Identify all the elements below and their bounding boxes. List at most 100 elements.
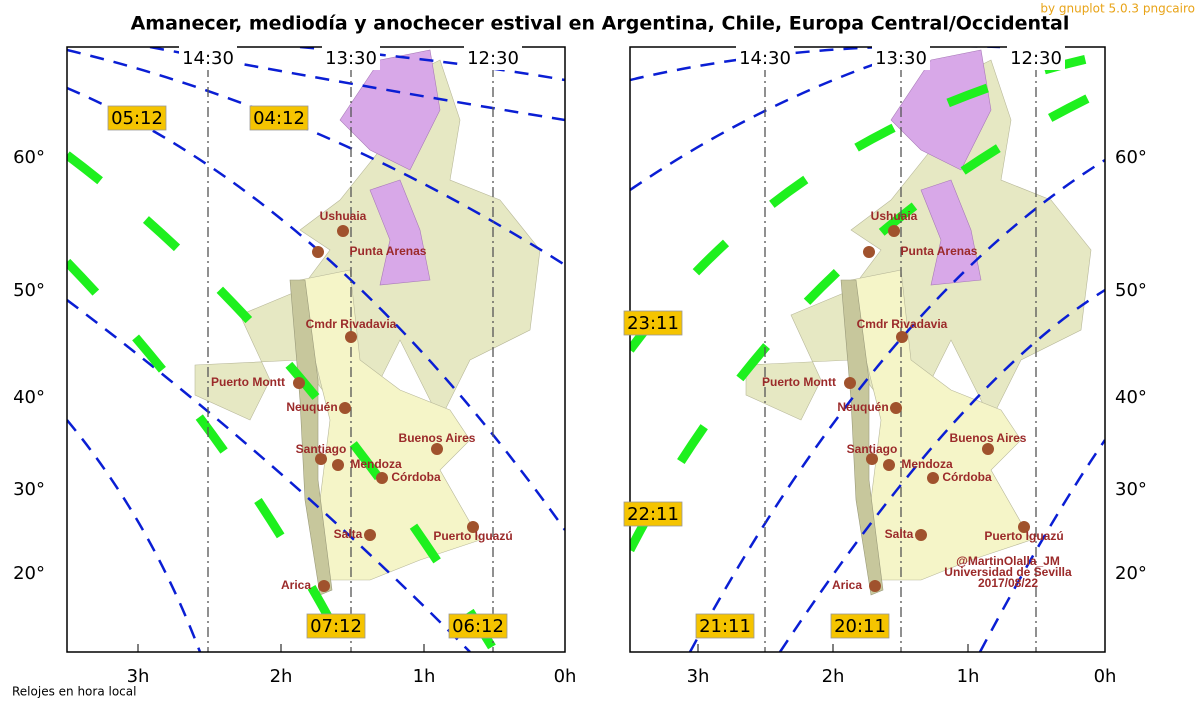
footer: Relojes en hora local bbox=[12, 685, 136, 699]
x-tick-label: 0h bbox=[1094, 666, 1117, 687]
x-tick-label: 3h bbox=[127, 666, 150, 687]
clock-box bbox=[1007, 46, 1065, 70]
city-dot bbox=[337, 225, 349, 237]
x-tick-label: 3h bbox=[687, 666, 710, 687]
time-box bbox=[623, 501, 683, 527]
blue-dashed-curve bbox=[149, 47, 565, 122]
time-label: 23:11 bbox=[627, 313, 679, 334]
city-label: Puerto Montt bbox=[762, 375, 836, 389]
blue-dashed-curve bbox=[688, 158, 1105, 652]
note: @MartinOlalla_JM bbox=[956, 554, 1060, 568]
panel: 14:30 13:30 12:30 3h 2h 1h 0h 60° 50° 40° 30° 20° 05… bbox=[13, 46, 576, 687]
city-dot bbox=[339, 402, 351, 414]
time-box bbox=[107, 105, 167, 131]
clock-label: 14:30 bbox=[739, 48, 791, 69]
city-dot bbox=[844, 377, 856, 389]
city-dot bbox=[890, 402, 902, 414]
plot-frame bbox=[629, 46, 1106, 653]
blue-dashed-curve bbox=[630, 47, 931, 192]
city-dot bbox=[345, 331, 357, 343]
clock-box bbox=[464, 46, 522, 70]
clock-box bbox=[872, 46, 930, 70]
time-box bbox=[448, 613, 508, 639]
green-dashed-curve bbox=[67, 258, 334, 623]
city-dot bbox=[467, 521, 479, 533]
blue-dashed-curve bbox=[978, 439, 1105, 652]
britain bbox=[920, 179, 982, 286]
plot-area bbox=[630, 47, 1105, 652]
city-dot bbox=[883, 459, 895, 471]
city-label: Cmdr Rivadavia bbox=[306, 317, 397, 331]
city-dot bbox=[315, 453, 327, 465]
x-tick-label: 1h bbox=[413, 666, 436, 687]
x-tick-label: 1h bbox=[957, 666, 980, 687]
time-label: 21:11 bbox=[699, 616, 751, 637]
blue-dashed-curve bbox=[67, 299, 471, 652]
y-tick-label: 60° bbox=[13, 147, 45, 168]
city-label: Salta bbox=[885, 527, 914, 541]
y-tick-label: 40° bbox=[1115, 387, 1147, 408]
city-label: Mendoza bbox=[350, 457, 402, 471]
city-label: Punta Arenas bbox=[901, 244, 978, 258]
city-label: Puerto Iguazú bbox=[984, 529, 1063, 543]
time-box bbox=[695, 613, 755, 639]
chart-title: Amanecer, mediodía y anochecer estival e… bbox=[131, 13, 1070, 35]
city-dot bbox=[318, 580, 330, 592]
clock-label: 14:30 bbox=[182, 48, 234, 69]
y-tick-label: 40° bbox=[13, 387, 45, 408]
blue-dashed-curve bbox=[67, 419, 202, 652]
city-label: Santiago bbox=[847, 442, 898, 456]
city-label: Arica bbox=[832, 578, 862, 592]
city-label: Puerto Iguazú bbox=[433, 529, 512, 543]
city-dot bbox=[312, 246, 324, 258]
city-label: Neuquén bbox=[837, 400, 888, 414]
city-dot bbox=[888, 225, 900, 237]
clock-label: 13:30 bbox=[875, 48, 927, 69]
chile bbox=[840, 279, 884, 596]
city-label: Córdoba bbox=[391, 470, 441, 484]
city-dot bbox=[364, 529, 376, 541]
note: Universidad de Sevilla bbox=[944, 565, 1072, 579]
city-dot bbox=[927, 472, 939, 484]
clock-box bbox=[179, 46, 237, 70]
credit: by gnuplot 5.0.3 pngcairo bbox=[1040, 2, 1195, 16]
city-dot bbox=[1018, 521, 1030, 533]
clock-box bbox=[322, 46, 380, 70]
city-label: Buenos Aires bbox=[399, 431, 476, 445]
time-box bbox=[830, 613, 890, 639]
argentina bbox=[850, 269, 1032, 581]
y-tick-label: 50° bbox=[1115, 280, 1147, 301]
green-dashed-curve bbox=[630, 85, 1105, 553]
time-label: 22:11 bbox=[627, 504, 679, 525]
city-label: Santiago bbox=[296, 442, 347, 456]
clock-label: 12:30 bbox=[1010, 48, 1062, 69]
city-dot bbox=[915, 529, 927, 541]
chile bbox=[289, 279, 333, 596]
clock-label: 12:30 bbox=[467, 48, 519, 69]
city-dot bbox=[332, 459, 344, 471]
x-tick-label: 2h bbox=[822, 666, 845, 687]
panel: 14:30 13:30 12:30 3h 2h 1h 0h 60° 50° 40° 30° 20° 23… bbox=[623, 46, 1147, 687]
argentina bbox=[299, 269, 481, 581]
city-label: Neuquén bbox=[286, 400, 337, 414]
city-label: Salta bbox=[334, 527, 363, 541]
city-label: Punta Arenas bbox=[350, 244, 427, 258]
x-tick-label: 2h bbox=[270, 666, 293, 687]
clock-label: 13:30 bbox=[325, 48, 377, 69]
city-label: Ushuaia bbox=[871, 209, 918, 223]
city-label: Cmdr Rivadavia bbox=[857, 317, 948, 331]
time-label: 07:12 bbox=[310, 616, 362, 637]
scandinavia bbox=[890, 49, 992, 171]
y-tick-label: 60° bbox=[1115, 147, 1147, 168]
plot-area bbox=[67, 47, 565, 652]
time-label: 05:12 bbox=[111, 108, 163, 129]
city-label: Córdoba bbox=[942, 470, 992, 484]
y-tick-label: 20° bbox=[13, 563, 45, 584]
y-tick-label: 20° bbox=[1115, 563, 1147, 584]
blue-dashed-curve bbox=[778, 288, 1105, 652]
city-label: Buenos Aires bbox=[950, 431, 1027, 445]
city-dot bbox=[866, 453, 878, 465]
city-dot bbox=[982, 443, 994, 455]
time-box bbox=[623, 310, 683, 336]
